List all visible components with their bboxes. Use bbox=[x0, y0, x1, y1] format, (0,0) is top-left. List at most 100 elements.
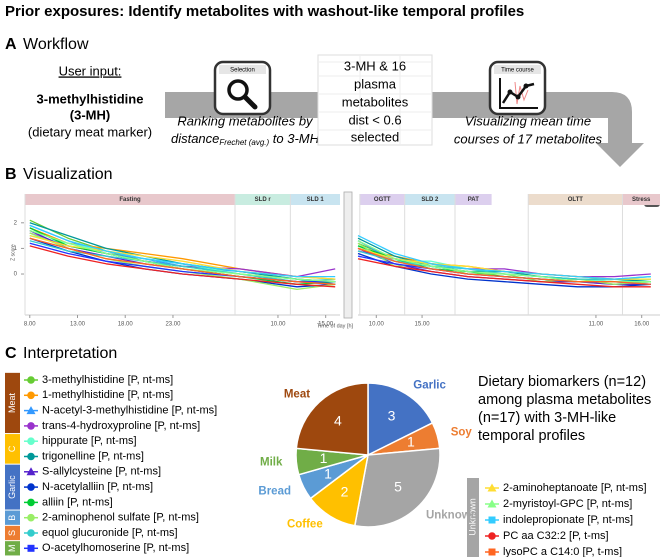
slice-value: 2 bbox=[341, 484, 349, 500]
phase-label: SLD 2 bbox=[421, 197, 439, 203]
result-text: dist < 0.6 bbox=[348, 112, 401, 127]
note-text: (n=17) with 3-MH-like bbox=[478, 410, 616, 426]
phase-label: Stress bbox=[632, 197, 651, 203]
result-text: selected bbox=[351, 129, 399, 144]
group-bar bbox=[5, 525, 20, 541]
step-text-part: distance bbox=[171, 131, 219, 146]
legend-label: hippurate [P, nt-ms] bbox=[42, 435, 137, 447]
group-label: S bbox=[7, 530, 17, 536]
x-tick-label: 23.00 bbox=[165, 322, 181, 328]
slice-label: Coffee bbox=[287, 519, 323, 531]
legend-marker bbox=[487, 483, 497, 492]
legend-marker bbox=[27, 544, 35, 552]
legend-marker bbox=[27, 391, 35, 400]
note-text: Dietary biomarkers (n=12) bbox=[478, 374, 646, 390]
legend-label: 2-myristoyl-GPC [P, nt-ms] bbox=[503, 498, 632, 510]
slice-value: 3 bbox=[388, 408, 396, 424]
compound-abbrev: (3-MH) bbox=[70, 107, 110, 122]
y-tick-label: 2 bbox=[14, 220, 18, 226]
phase-label: OLTT bbox=[568, 197, 584, 203]
x-axis-label: Time of day [h] bbox=[317, 323, 354, 329]
legend-marker bbox=[488, 548, 496, 556]
legend-marker bbox=[27, 529, 35, 537]
slice-value: 1 bbox=[324, 466, 332, 482]
legend-marker bbox=[26, 406, 36, 415]
panel-letter: B bbox=[5, 166, 17, 183]
x-tick-label: 18.00 bbox=[118, 322, 134, 328]
icon-label: Selection bbox=[230, 68, 255, 74]
legend-label: indolepropionate [P, nt-ms] bbox=[503, 514, 633, 526]
series-line bbox=[29, 237, 336, 285]
group-bar bbox=[5, 434, 20, 464]
time-course-plots: Fasting SLD r SLD 1 8.00 13.00 18.00 23.00 10.0… bbox=[10, 194, 660, 329]
series-line bbox=[29, 229, 336, 283]
legend-label: 2-aminophenol sulfate [P, nt-ms] bbox=[42, 512, 199, 524]
legend-marker bbox=[27, 498, 35, 507]
legend-marker bbox=[27, 483, 35, 491]
step-text: Ranking metabolites by bbox=[177, 113, 314, 128]
figure-title: Prior exposures: Identify metabolites wi… bbox=[5, 3, 524, 20]
group-bar bbox=[467, 478, 479, 557]
panel-divider bbox=[343, 191, 353, 319]
group-label: B bbox=[7, 515, 17, 521]
legend-label: PC aa C32:2 [P, t-ms] bbox=[503, 530, 609, 542]
slice-label: Garlic bbox=[413, 379, 446, 391]
legend-label: N-acetylalliin [P, nt-ms] bbox=[42, 481, 153, 493]
legend-marker bbox=[27, 437, 35, 446]
legend-marker bbox=[26, 467, 36, 476]
group-label: Unknown bbox=[467, 498, 477, 536]
phase-band bbox=[235, 194, 291, 205]
phase-label: SLD 1 bbox=[307, 197, 325, 203]
slice-label: Bread bbox=[258, 486, 291, 498]
compound-name: 3-methylhistidine bbox=[37, 91, 144, 106]
y-axis-label: Z score bbox=[10, 244, 16, 261]
slice-label: Meat bbox=[284, 388, 310, 400]
slice-label: Unknown bbox=[426, 510, 478, 522]
phase-label: Fasting bbox=[119, 197, 141, 203]
panel-heading: Workflow bbox=[23, 36, 89, 53]
y-tick-label: 0 bbox=[14, 272, 18, 278]
legend-marker bbox=[27, 422, 35, 430]
series-line bbox=[29, 224, 336, 278]
result-box: 3-MH & 16 plasma metabolites dist < 0.6 … bbox=[317, 54, 433, 146]
group-bar bbox=[5, 372, 20, 434]
series-line bbox=[29, 245, 336, 288]
step-text: courses of 17 metabolites bbox=[454, 131, 603, 146]
phase-band bbox=[404, 194, 456, 205]
step-text: distanceFrechet (avg.) to 3-MH bbox=[171, 131, 320, 147]
slice-label: Milk bbox=[260, 457, 283, 469]
pie-slice bbox=[295, 382, 369, 456]
x-tick-label: 16.00 bbox=[634, 322, 650, 328]
phase-label: SLD r bbox=[255, 197, 272, 203]
phase-band bbox=[25, 194, 235, 205]
x-tick-label: 15.00 bbox=[318, 322, 334, 328]
phase-band bbox=[290, 194, 340, 205]
phase-band bbox=[528, 194, 623, 205]
result-text: 3-MH & 16 bbox=[344, 58, 406, 73]
legend-label: S-allylcysteine [P, nt-ms] bbox=[42, 466, 161, 478]
selection-icon: Selection bbox=[213, 60, 272, 116]
legend-marker bbox=[488, 532, 496, 540]
x-tick-label: 15.00 bbox=[415, 322, 431, 328]
slice-value: 1 bbox=[407, 433, 415, 449]
legend-label: equol glucuronide [P, nt-ms] bbox=[42, 527, 178, 539]
x-tick-label: 13.00 bbox=[70, 322, 86, 328]
series-line bbox=[357, 247, 651, 285]
timecourse-icon: Time course bbox=[488, 60, 547, 116]
legend-marker bbox=[27, 452, 35, 461]
panel-heading: Visualization bbox=[23, 166, 113, 183]
x-tick-label: 11.00 bbox=[589, 322, 604, 328]
series-line bbox=[357, 258, 651, 288]
group-bar bbox=[5, 541, 20, 556]
icon-label: Time course bbox=[501, 68, 534, 74]
legend-marker bbox=[488, 516, 496, 524]
phase-label: OGTT bbox=[374, 197, 391, 203]
pie-slice bbox=[367, 382, 434, 457]
legend-label: 1-methylhistidine [P, nt-ms] bbox=[42, 389, 173, 401]
phase-label: PAT bbox=[468, 197, 479, 203]
phase-band bbox=[359, 194, 405, 205]
result-text: plasma bbox=[354, 76, 397, 91]
slice-value: 1 bbox=[320, 450, 328, 466]
series-line bbox=[357, 252, 651, 288]
